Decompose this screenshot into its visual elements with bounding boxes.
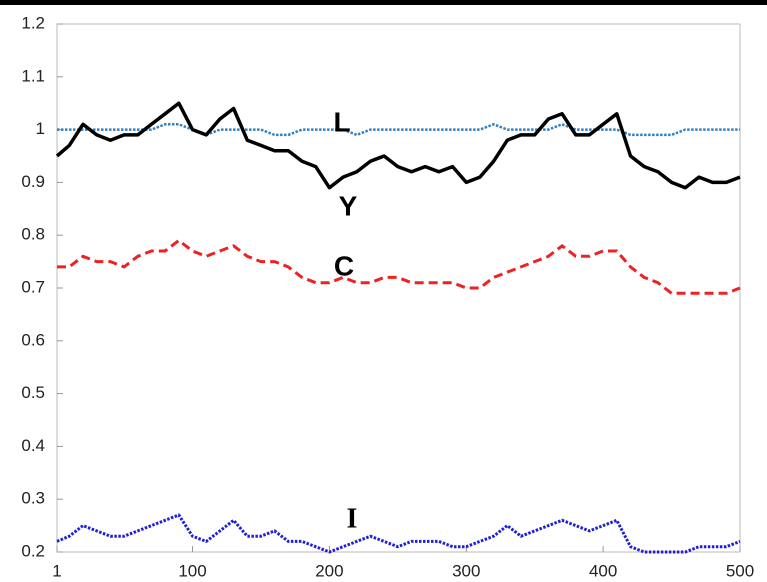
y-tick-label: 0.5 [21,383,45,402]
y-tick-label: 1 [36,119,45,138]
x-tick-label: 200 [315,561,343,580]
series-line [56,513,741,554]
y-tick-label: 0.9 [21,172,45,191]
series-line [57,239,741,295]
series-annotation: Y [339,190,358,221]
series-line [55,101,741,190]
top-bar [0,0,767,5]
series-annotation: C [334,250,354,281]
series-line [57,123,740,137]
y-tick-label: 0.4 [21,436,45,455]
y-tick-label: 1.2 [21,13,45,32]
x-tick-label: 500 [726,561,754,580]
y-tick-label: 0.7 [21,277,45,296]
x-tick-label: 100 [178,561,206,580]
y-tick-label: 0.2 [21,541,45,560]
series-annotation: I [347,503,358,534]
y-tick-label: 1.1 [21,66,45,85]
x-tick-label: 400 [589,561,617,580]
y-tick-label: 0.8 [21,225,45,244]
series-annotation: L [333,106,350,137]
x-tick-label: 300 [452,561,480,580]
y-tick-label: 0.3 [21,489,45,508]
x-tick-label: 1 [52,561,61,580]
y-tick-label: 0.6 [21,330,45,349]
plot-frame [56,23,741,553]
